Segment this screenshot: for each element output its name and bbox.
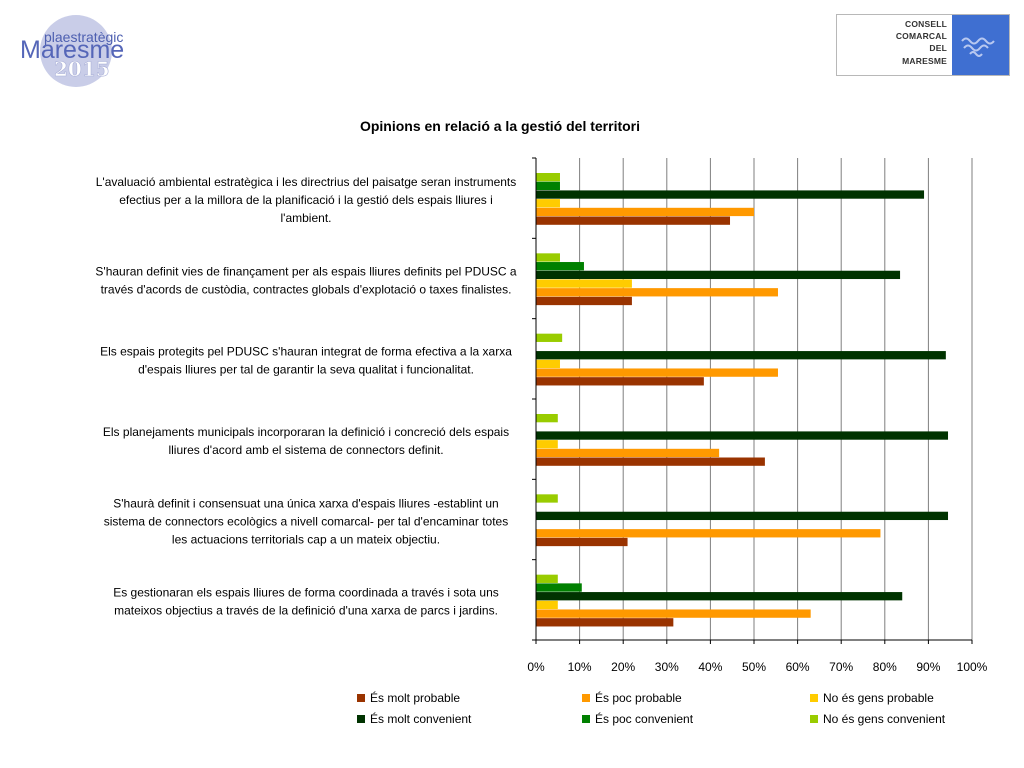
category-label: S'hauran definit vies de finançament per… <box>95 264 517 278</box>
logo-line-maresme: Maresme <box>20 36 124 64</box>
category-label: l'ambient. <box>281 211 332 225</box>
bar-es-molt-convenient <box>536 351 946 360</box>
category-label: Els espais protegits pel PDUSC s'hauran … <box>100 345 512 359</box>
bar-es-molt-convenient <box>536 431 949 440</box>
category-label: S'haurà definit i consensuat una única x… <box>113 496 498 510</box>
category-label: través d'acords de custòdia, contractes … <box>101 282 512 296</box>
bar-es-molt-probable <box>536 537 628 547</box>
bar-es-molt-probable <box>536 216 731 225</box>
consell-comarcal-logo: CONSELL COMARCAL DEL MARESME <box>836 14 1010 76</box>
bar-es-poc-probable <box>536 529 881 538</box>
bar-es-poc-convenient <box>536 583 582 592</box>
legend-item: És molt convenient <box>357 712 471 726</box>
bar-es-poc-convenient <box>536 262 584 271</box>
category-label: Es gestionaran els espais lliures de for… <box>113 586 499 600</box>
bar-es-molt-probable <box>536 296 632 306</box>
bar-es-molt-convenient <box>536 511 949 521</box>
bar-no-es-gens-probable <box>536 279 632 288</box>
legend-swatch <box>582 715 590 723</box>
bar-no-es-gens-convenient <box>536 414 558 423</box>
logo-text-line: DEL <box>929 43 947 54</box>
bar-no-es-gens-convenient <box>536 574 558 583</box>
bar-es-molt-probable <box>536 457 765 466</box>
x-tick-label: 50% <box>742 660 766 674</box>
bar-no-es-gens-convenient <box>536 494 558 503</box>
legend-item: No és gens probable <box>810 691 934 705</box>
x-tick-label: 60% <box>786 660 810 674</box>
bar-no-es-gens-probable <box>536 199 560 208</box>
bar-es-poc-probable <box>536 288 778 297</box>
x-tick-label: 30% <box>655 660 679 674</box>
legend-swatch <box>810 694 818 702</box>
bar-es-poc-probable <box>536 368 778 377</box>
bar-es-molt-convenient <box>536 270 901 280</box>
x-tick-label: 90% <box>916 660 940 674</box>
legend-swatch <box>357 715 365 723</box>
bar-es-poc-convenient <box>536 181 560 190</box>
logo-text-line: COMARCAL <box>895 31 947 42</box>
bar-es-molt-probable <box>536 377 704 386</box>
bar-no-es-gens-probable <box>536 600 558 610</box>
legend-item: No és gens convenient <box>810 712 945 726</box>
legend-label: És molt probable <box>370 691 461 705</box>
legend-label: No és gens probable <box>823 691 934 705</box>
legend-swatch <box>582 694 590 702</box>
legend-label: És poc probable <box>595 691 682 705</box>
legend-label: No és gens convenient <box>823 712 946 726</box>
category-label: sistema de connectors ecològics a nivell… <box>104 514 508 528</box>
legend-label: És poc convenient <box>595 712 694 726</box>
bar-no-es-gens-convenient <box>536 173 560 182</box>
bar-no-es-gens-probable <box>536 440 558 449</box>
category-label: Els planejaments municipals incorporaran… <box>103 425 509 439</box>
bar-es-molt-probable <box>536 618 674 627</box>
legend-swatch <box>357 694 365 702</box>
logo-line-plaestrategic: plaestratègic <box>44 29 123 45</box>
wave-emblem-icon <box>952 15 1009 75</box>
bar-es-molt-convenient <box>536 592 903 601</box>
bar-es-poc-probable <box>536 609 811 618</box>
plaestrategic-maresme-logo: plaestratègic Maresme 2015 <box>20 15 124 87</box>
category-label: lliures d'acord amb el sistema de connec… <box>168 443 443 457</box>
x-tick-label: 80% <box>873 660 897 674</box>
bar-no-es-gens-convenient <box>536 253 560 262</box>
x-tick-label: 0% <box>527 660 545 674</box>
legend-swatch <box>810 715 818 723</box>
bar-no-es-gens-probable <box>536 359 560 369</box>
x-tick-label: 40% <box>698 660 722 674</box>
legend-item: És poc convenient <box>582 712 693 726</box>
category-label: d'espais lliures per tal de garantir la … <box>138 363 474 377</box>
x-tick-label: 70% <box>829 660 853 674</box>
category-label: efectius per a la millora de la planific… <box>119 193 493 207</box>
legend-item: És molt probable <box>357 691 460 705</box>
logo-text-line: CONSELL <box>904 19 947 29</box>
chart-title: Opinions en relació a la gestió del terr… <box>360 118 640 134</box>
bar-es-molt-convenient <box>536 190 925 199</box>
logo-line-2015: 2015 <box>54 57 110 81</box>
logo-text-line: MARESME <box>902 55 947 66</box>
x-tick-label: 20% <box>611 660 635 674</box>
x-tick-label: 100% <box>957 660 988 674</box>
bar-es-poc-probable <box>536 448 720 458</box>
x-tick-label: 10% <box>568 660 592 674</box>
category-label: les actuacions territorials cap a un mat… <box>172 532 440 546</box>
bar-no-es-gens-convenient <box>536 333 563 342</box>
bar-es-poc-probable <box>536 207 754 217</box>
category-label: mateixos objectius a través de la defini… <box>114 604 498 618</box>
legend-item: És poc probable <box>582 691 682 705</box>
legend-label: És molt convenient <box>370 712 472 726</box>
category-label: L'avaluació ambiental estratègica i les … <box>96 175 517 189</box>
